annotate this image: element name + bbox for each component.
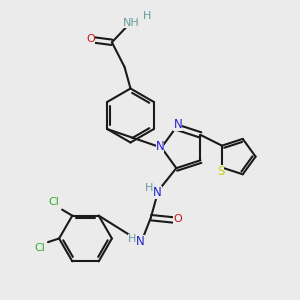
Text: Cl: Cl bbox=[35, 243, 46, 254]
Text: H: H bbox=[145, 183, 154, 193]
Text: H: H bbox=[128, 234, 136, 244]
Text: Cl: Cl bbox=[49, 197, 60, 207]
Text: O: O bbox=[173, 214, 182, 224]
Text: N: N bbox=[136, 235, 145, 248]
Text: N: N bbox=[155, 140, 164, 153]
Text: H: H bbox=[143, 11, 151, 21]
Text: S: S bbox=[217, 165, 224, 178]
Text: NH: NH bbox=[123, 18, 140, 28]
Text: N: N bbox=[153, 186, 162, 199]
Text: N: N bbox=[173, 118, 182, 130]
Text: O: O bbox=[86, 34, 95, 44]
